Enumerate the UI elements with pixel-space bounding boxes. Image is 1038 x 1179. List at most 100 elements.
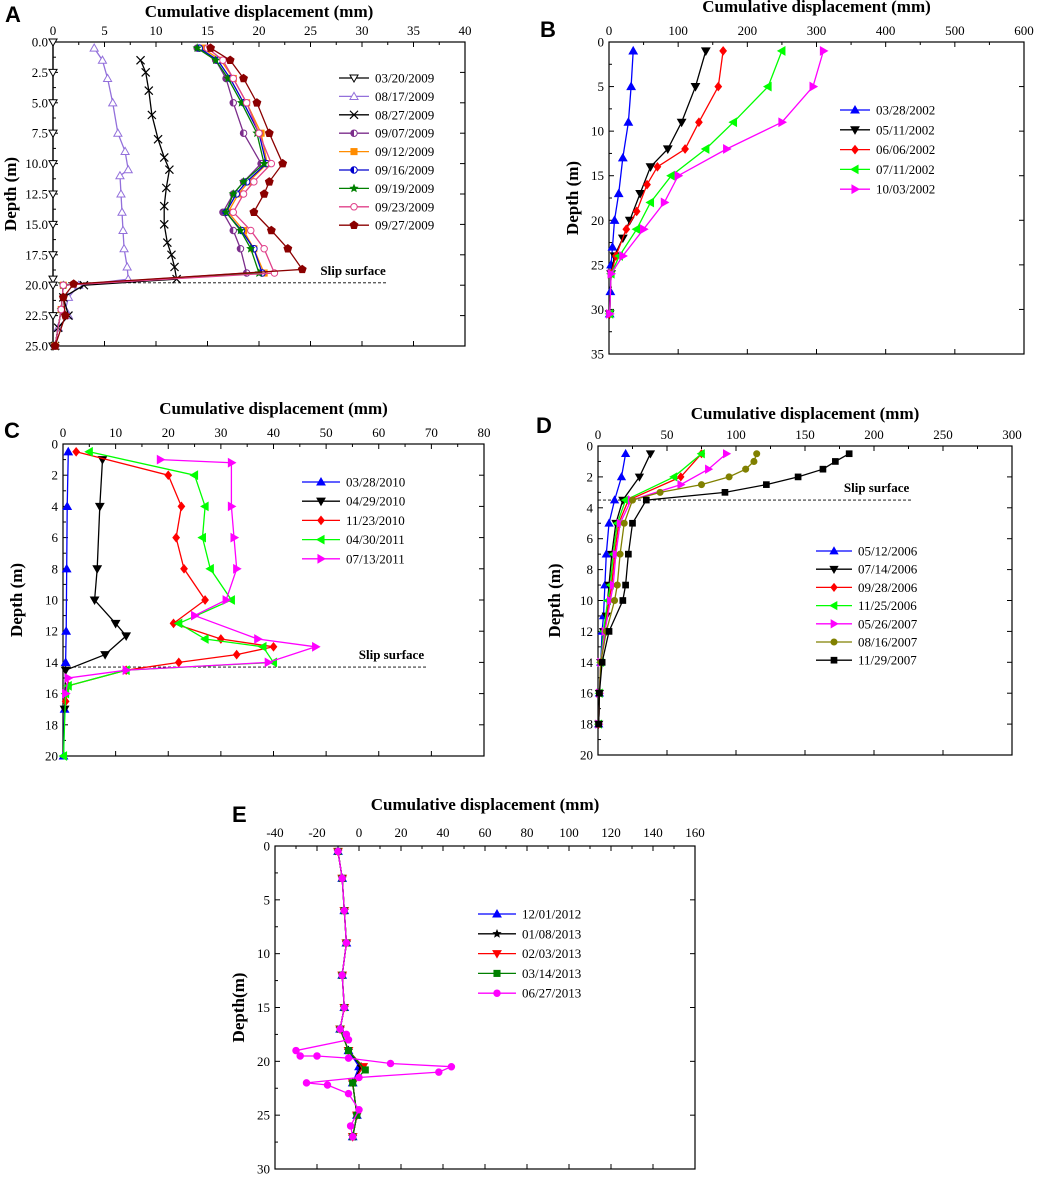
data-point: [252, 98, 262, 107]
y-tick-label: 5.0: [32, 95, 48, 110]
data-point: [141, 67, 151, 77]
data-point: [296, 1052, 304, 1060]
legend-marker: [830, 582, 838, 592]
y-tick-label: 20: [45, 749, 58, 764]
y-tick-label: 18: [45, 717, 58, 732]
x-tick-label: 40: [459, 23, 472, 38]
data-point: [189, 470, 199, 481]
data-point: [628, 496, 637, 504]
data-point: [340, 1003, 349, 1012]
data-point: [609, 580, 618, 590]
x-axis-title: Cumulative displacement (mm): [702, 0, 931, 16]
series-10/03/2002: [606, 46, 829, 319]
data-point: [666, 170, 675, 181]
series-05/11/2002: [604, 47, 711, 319]
data-point: [197, 532, 206, 543]
legend-label: 09/27/2009: [375, 218, 434, 233]
y-tick-label: 20: [257, 1054, 270, 1069]
data-point: [191, 610, 200, 621]
x-tick-label: 30: [214, 425, 227, 440]
data-point: [170, 262, 180, 272]
data-point: [61, 626, 72, 635]
data-point: [164, 470, 173, 481]
data-point: [177, 501, 186, 512]
data-point: [254, 634, 263, 644]
data-point: [221, 207, 231, 217]
legend-label: 03/20/2009: [375, 71, 434, 86]
x-tick-label: 0: [595, 427, 602, 442]
x-tick-label: 60: [479, 825, 492, 840]
data-point: [778, 117, 787, 128]
data-point: [607, 595, 616, 606]
data-point: [607, 241, 618, 251]
data-point: [169, 618, 178, 629]
x-tick-label: 35: [407, 23, 420, 38]
data-point: [605, 628, 613, 635]
series-09/19/2009: [50, 43, 269, 350]
series-line: [294, 851, 452, 1137]
x-tick-label: 100: [559, 825, 579, 840]
panel-letter: C: [4, 418, 20, 443]
data-point: [48, 99, 58, 108]
data-point: [695, 117, 703, 128]
legend-label: 09/23/2009: [375, 199, 434, 214]
legend-label: 03/14/2013: [522, 966, 581, 981]
legend-marker: [350, 148, 358, 156]
panel-A: A 0 5 10 15 20 25 30 35 40 0.0 2.5 5.0 7.5 10.0 12.5 15.…: [1, 2, 472, 354]
data-point: [677, 479, 686, 490]
data-point: [697, 481, 706, 489]
data-point: [616, 472, 627, 481]
data-point: [619, 597, 627, 604]
y-tick-label: 10.0: [25, 156, 48, 171]
data-point: [48, 190, 58, 200]
x-tick-label: 0: [50, 23, 57, 38]
data-point: [674, 170, 684, 181]
data-point: [79, 280, 89, 290]
data-point: [116, 188, 126, 198]
data-point: [283, 244, 293, 253]
legend-label: 07/11/2002: [876, 162, 935, 177]
data-point: [123, 164, 134, 174]
legend-marker: [830, 656, 838, 664]
legend-label: 11/29/2007: [858, 653, 917, 668]
data-point: [643, 179, 651, 190]
data-point: [236, 244, 245, 253]
y-tick-label: 0: [587, 439, 594, 454]
y-tick-label: 10: [45, 593, 58, 608]
data-point: [302, 1079, 311, 1087]
y-tick-label: 6: [52, 530, 59, 545]
legend-label: 01/08/2013: [522, 926, 581, 941]
y-axis-title: Depth (m): [1, 157, 20, 231]
x-tick-label: 80: [521, 825, 534, 840]
data-point: [180, 563, 188, 574]
data-point: [266, 225, 276, 235]
series-03/14/2013: [334, 847, 369, 1141]
data-point: [344, 1089, 353, 1098]
legend-marker: [851, 144, 859, 155]
data-point: [232, 649, 241, 660]
series-11/29/2007: [595, 450, 853, 728]
y-axis-title: Depth (m): [7, 563, 26, 637]
data-point: [239, 73, 248, 83]
legend-label: 11/25/2006: [858, 598, 917, 613]
data-point: [61, 563, 72, 573]
data-point: [97, 55, 108, 64]
legend-marker: [851, 184, 861, 195]
legend-label: 06/06/2002: [876, 142, 935, 157]
x-tick-label: 20: [162, 425, 175, 440]
x-tick-label: 400: [876, 23, 896, 38]
data-point: [147, 110, 157, 120]
data-point: [297, 264, 307, 274]
x-tick-label: 150: [795, 427, 815, 442]
legend-marker: [492, 950, 502, 959]
data-point: [613, 188, 624, 198]
data-point: [750, 457, 758, 465]
data-point: [447, 1062, 456, 1071]
legend-label: 07/13/2011: [346, 551, 405, 566]
data-point: [613, 581, 621, 589]
data-point: [349, 1079, 357, 1087]
data-point: [617, 152, 628, 162]
y-tick-label: 20: [580, 748, 593, 763]
data-point: [238, 177, 249, 186]
series-line: [609, 50, 783, 314]
